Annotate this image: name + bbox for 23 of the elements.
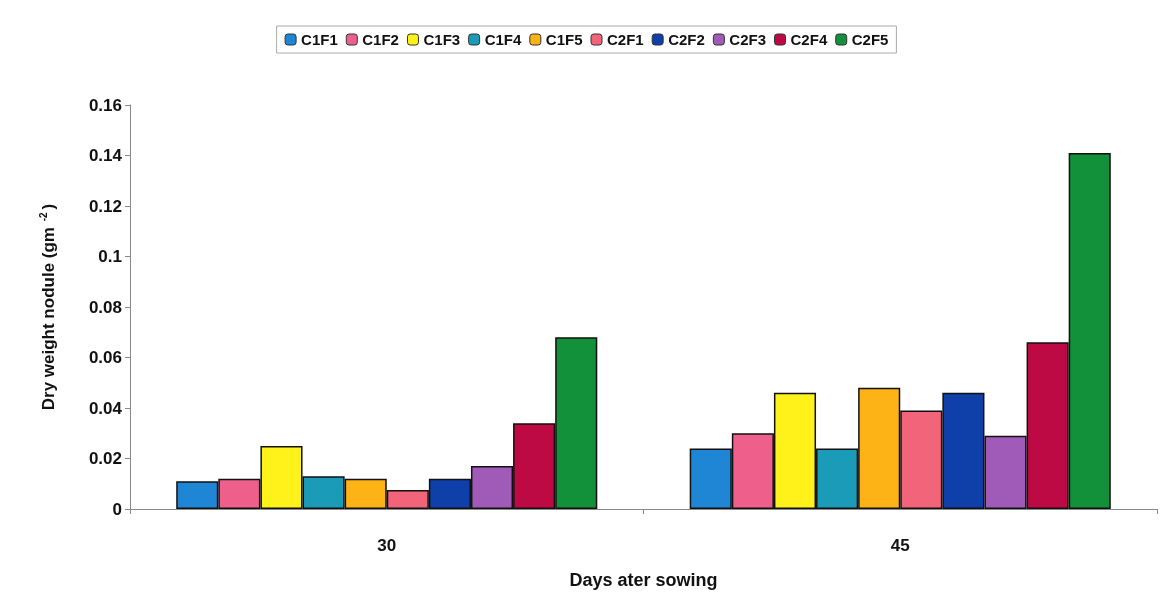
x-tick-label: 45 xyxy=(890,536,910,555)
y-tick-label: 0.08 xyxy=(88,297,122,317)
legend-label: C2F1 xyxy=(607,31,644,48)
legend-label: C2F4 xyxy=(790,31,828,48)
y-tick-label: 0.04 xyxy=(88,398,123,418)
y-tick-label: 0.1 xyxy=(98,247,122,266)
x-axis-title: Days ater sowing xyxy=(569,570,718,590)
y-tick-label: 0.06 xyxy=(88,348,122,367)
legend-label: C1F1 xyxy=(301,31,338,48)
legend-label: C2F3 xyxy=(729,31,767,48)
x-tick-label: 30 xyxy=(377,536,397,555)
y-tick-label: 0.14 xyxy=(88,146,123,165)
y-tick-label: 0.02 xyxy=(88,449,122,468)
legend-label: C1F5 xyxy=(545,31,583,48)
legend-label: C1F2 xyxy=(362,31,399,48)
y-axis-title: Dry weight nodule (gm -2) xyxy=(37,203,58,411)
legend-label: C1F4 xyxy=(484,31,522,48)
y-tick-label: 0.16 xyxy=(88,95,122,115)
y-tick-label: 0.12 xyxy=(88,196,122,216)
legend-label: C2F5 xyxy=(851,31,889,48)
y-tick-label: 0 xyxy=(112,499,122,519)
legend-label: C2F2 xyxy=(668,31,705,48)
legend-label: C1F3 xyxy=(423,31,461,48)
